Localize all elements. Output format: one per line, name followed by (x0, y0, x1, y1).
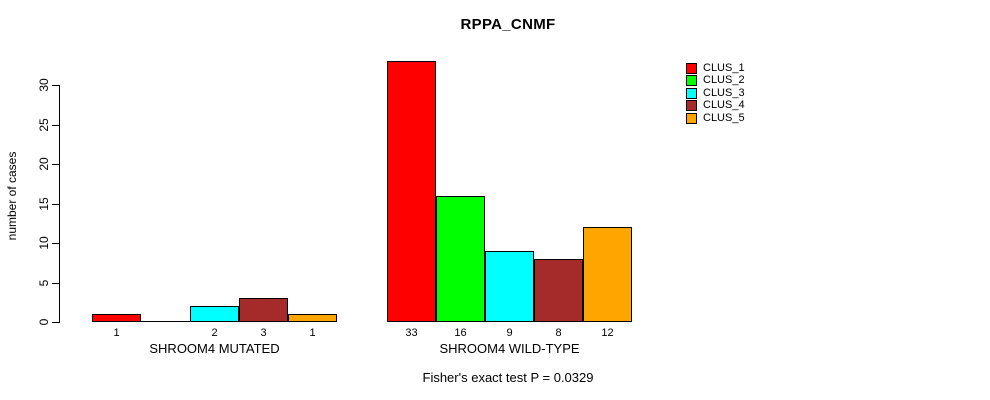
y-axis-tick (52, 243, 60, 244)
legend-item-clus_3: CLUS_3 (686, 87, 745, 100)
legend-label: CLUS_1 (703, 61, 745, 74)
legend-swatch-icon (686, 100, 697, 112)
y-axis-tick (52, 322, 60, 323)
legend-swatch-icon (686, 75, 697, 87)
bar-clus_1-group2 (387, 61, 436, 322)
bar-value-label: 16 (454, 327, 467, 339)
group-label-wildtype: SHROOM4 WILD-TYPE (439, 341, 580, 356)
group-label-mutated: SHROOM4 MUTATED (149, 341, 280, 356)
legend: CLUS_1 CLUS_2 CLUS_3 CLUS_4 CLUS_5 (686, 62, 745, 125)
bar-value-label: 3 (260, 327, 267, 339)
bar-value-label: 33 (405, 327, 418, 339)
y-axis-tick-label: 5 (37, 279, 51, 286)
bar-clus_4-group1 (239, 298, 288, 322)
legend-label: CLUS_5 (703, 111, 745, 124)
y-axis-tick-label: 0 (37, 318, 51, 326)
legend-label: CLUS_2 (703, 74, 745, 87)
legend-swatch-icon (686, 112, 697, 124)
legend-item-clus_4: CLUS_4 (686, 100, 745, 113)
bar-clus_4-group2 (534, 258, 583, 322)
legend-label: CLUS_4 (703, 99, 745, 112)
bar-clus_5-group2 (583, 227, 632, 322)
bar-clus_5-group1 (288, 314, 337, 322)
bar-value-label: 9 (506, 327, 513, 339)
y-axis-tick (52, 85, 60, 86)
y-axis-tick-label: 30 (37, 78, 51, 92)
bar-clus_2-group1-zero (141, 321, 191, 322)
bar-value-label: 8 (555, 327, 562, 339)
bar-clus_3-group2 (485, 250, 534, 322)
bar-value-label: 1 (113, 327, 120, 339)
chart-title: RPPA_CNMF (460, 16, 556, 33)
bar-value-label: 1 (309, 327, 316, 339)
y-axis-tick-label: 10 (37, 236, 51, 250)
legend-item-clus_1: CLUS_1 (686, 62, 745, 75)
legend-item-clus_2: CLUS_2 (686, 75, 745, 88)
y-axis-tick-label: 20 (37, 157, 51, 171)
legend-item-clus_5: CLUS_5 (686, 112, 745, 125)
y-axis-label: number of cases (5, 151, 19, 241)
y-axis-tick (52, 164, 60, 165)
bar-clus_1-group1 (92, 314, 141, 322)
bar-clus_2-group2 (436, 195, 485, 322)
bar-clus_3-group1 (190, 306, 239, 322)
caption: Fisher's exact test P = 0.0329 (422, 370, 594, 385)
y-axis-tick-label: 25 (37, 117, 51, 132)
y-axis-tick (52, 203, 60, 205)
bar-value-label: 2 (211, 327, 218, 339)
y-axis-tick-label: 15 (37, 196, 51, 211)
y-axis-tick (52, 124, 60, 126)
legend-label: CLUS_3 (703, 86, 745, 99)
bar-value-label: 12 (601, 327, 614, 339)
legend-swatch-icon (686, 62, 697, 74)
legend-swatch-icon (686, 87, 697, 99)
y-axis-tick (52, 282, 60, 284)
